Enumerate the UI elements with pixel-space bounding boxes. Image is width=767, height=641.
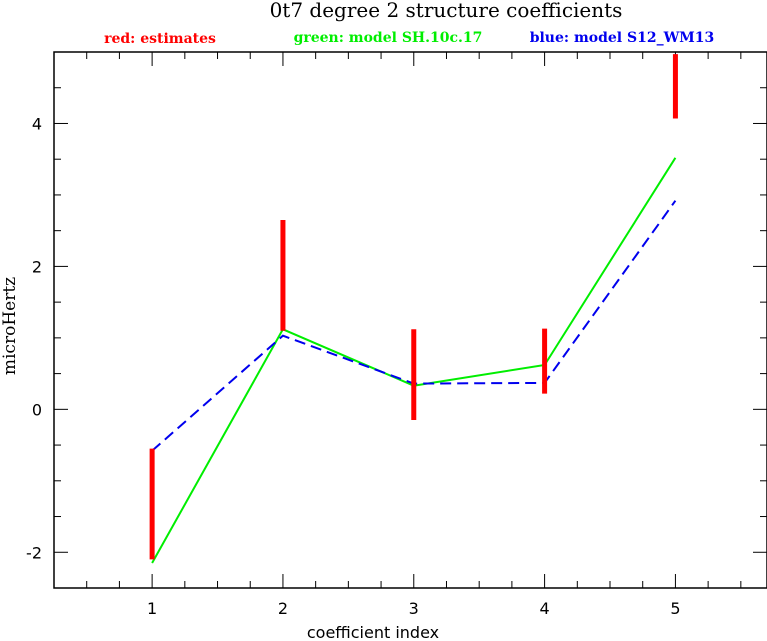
y-axis-label: microHertz <box>0 277 20 375</box>
plot-frame <box>53 51 767 589</box>
estimates-layer <box>149 54 678 560</box>
y-tick-label: 0 <box>32 400 42 419</box>
x-axis-label: coefficient index <box>307 623 439 641</box>
legend-estimates: red: estimates <box>104 31 216 47</box>
legend-model-sh: green: model SH.10c.17 <box>294 30 483 46</box>
chart-title: 0t7 degree 2 structure coefficients <box>270 0 623 22</box>
legend-model-s12: blue: model S12_WM13 <box>530 30 715 46</box>
y-tick-label: -2 <box>26 543 42 562</box>
y-tick-label: 2 <box>32 257 42 276</box>
tick-labels: 1 2 3 4 5 -2 0 2 4 <box>26 114 680 618</box>
x-tick-label: 1 <box>147 599 157 618</box>
y-tick-label: 4 <box>32 114 42 133</box>
x-tick-label: 3 <box>409 599 419 618</box>
x-tick-label: 5 <box>670 599 680 618</box>
axis-ticks <box>53 51 767 589</box>
x-tick-label: 2 <box>278 599 288 618</box>
x-tick-label: 4 <box>540 599 550 618</box>
